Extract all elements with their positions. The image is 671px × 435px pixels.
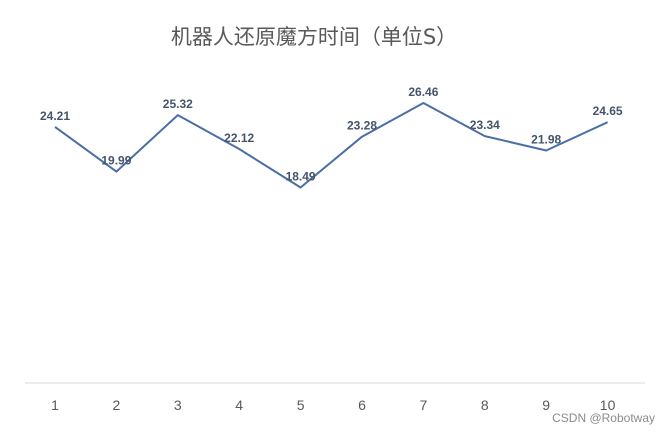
- data-label: 23.28: [347, 119, 377, 133]
- data-label: 19.99: [101, 154, 131, 168]
- x-tick-label: 4: [235, 397, 243, 413]
- x-tick-layer: 1 2 3 4 5 6 7 8 9 10: [51, 397, 615, 413]
- x-tick-label: 3: [174, 397, 182, 413]
- data-label: 22.12: [224, 131, 254, 145]
- chart-title: 机器人还原魔方时间（单位S）: [171, 25, 457, 49]
- data-label: 24.21: [40, 109, 70, 123]
- x-tick-label: 8: [481, 397, 489, 413]
- series-line: [54, 102, 609, 189]
- data-label: 24.65: [593, 104, 623, 118]
- x-tick-label: 9: [542, 397, 550, 413]
- x-tick-label: 6: [358, 397, 366, 413]
- x-tick-label: 1: [51, 397, 59, 413]
- data-label: 26.46: [408, 85, 438, 99]
- data-label: 21.98: [531, 133, 561, 147]
- x-tick-label: 7: [420, 397, 428, 413]
- series-layer: 24.21 19.99 25.32 22.12 18.49 23.28 26.46 23.34…: [40, 85, 623, 189]
- data-label: 18.49: [286, 170, 316, 184]
- watermark: CSDN @Robotway: [552, 411, 655, 425]
- x-tick-label: 10: [600, 397, 616, 413]
- x-tick-label: 5: [297, 397, 305, 413]
- x-tick-label: 2: [113, 397, 121, 413]
- data-label: 25.32: [163, 97, 193, 111]
- data-label: 23.34: [470, 118, 500, 132]
